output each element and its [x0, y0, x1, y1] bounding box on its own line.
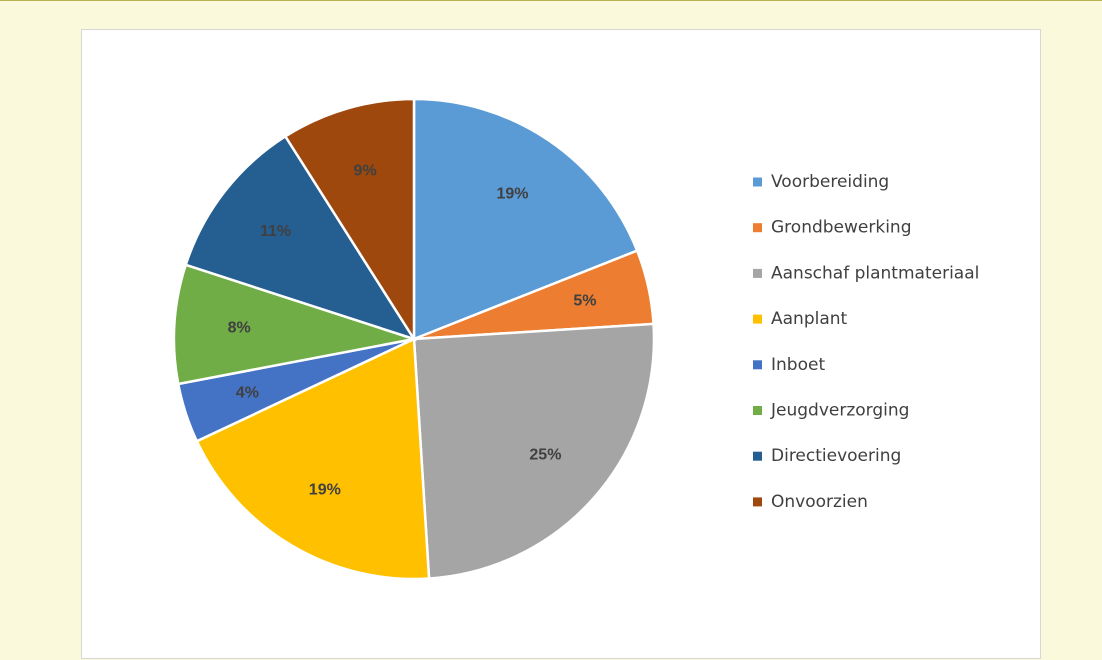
legend-label-jeugdverzorging: Jeugdverzorging	[770, 401, 909, 421]
pie-chart: 19% 5% 25% 19% 4% 8% 11% 9% Voorbereiding Grondb…	[172, 97, 979, 581]
pie-slice-aanplant	[195, 337, 431, 581]
legend-label-aanplant: Aanplant	[771, 309, 848, 329]
legend-swatch-aanplant	[753, 314, 762, 324]
data-label-aanschaf-plantmateriaal: 25%	[529, 446, 561, 463]
chart-legend: Voorbereiding Grondbewerking Aanschaf plan…	[753, 172, 979, 512]
legend-item-grondbewerking: Grondbewerking	[753, 218, 912, 238]
legend-swatch-voorbereiding	[753, 177, 762, 187]
data-label-aanplant: 19%	[309, 481, 341, 498]
data-label-inboet: 4%	[236, 385, 259, 402]
legend-label-aanschaf-plantmateriaal: Aanschaf plantmateriaal	[771, 263, 979, 283]
legend-swatch-aanschaf-plantmateriaal	[753, 268, 762, 278]
pie-slice-onvoorzien	[283, 97, 416, 344]
legend-label-onvoorzien: Onvoorzien	[771, 492, 868, 512]
chart-area: 19% 5% 25% 19% 4% 8% 11% 9% Voorbereiding Grondb…	[81, 29, 1041, 659]
pie-slice-jeugdverzorging	[172, 263, 415, 386]
legend-swatch-grondbewerking	[753, 223, 762, 233]
pie-slice-aanschaf-plantmateriaal	[412, 322, 656, 580]
data-label-jeugdverzorging: 8%	[228, 319, 251, 336]
legend-swatch-inboet	[753, 360, 762, 370]
legend-item-directievoering: Directievoering	[753, 446, 901, 466]
legend-item-aanplant: Aanplant	[753, 309, 848, 329]
legend-swatch-jeugdverzorging	[753, 406, 762, 415]
legend-swatch-directievoering	[753, 451, 762, 461]
data-label-voorbereiding: 19%	[496, 186, 528, 203]
data-label-directievoering: 11%	[260, 223, 291, 240]
legend-swatch-onvoorzien	[753, 497, 762, 507]
legend-item-aanschaf-plantmateriaal: Aanschaf plantmateriaal	[753, 263, 979, 283]
pie-slice-voorbereiding	[412, 97, 639, 341]
pie-data-labels: 19% 5% 25% 19% 4% 8% 11% 9%	[228, 162, 597, 498]
legend-item-jeugdverzorging: Jeugdverzorging	[753, 401, 909, 421]
legend-label-directievoering: Directievoering	[771, 446, 901, 466]
legend-label-grondbewerking: Grondbewerking	[771, 218, 912, 238]
pie-slices	[172, 97, 656, 581]
pie-slice-directievoering	[184, 134, 417, 342]
data-label-grondbewerking: 5%	[573, 292, 596, 309]
legend-label-voorbereiding: Voorbereiding	[771, 172, 889, 192]
legend-label-inboet: Inboet	[771, 355, 825, 375]
data-label-onvoorzien: 9%	[354, 162, 377, 179]
legend-item-voorbereiding: Voorbereiding	[753, 172, 889, 192]
legend-item-inboet: Inboet	[753, 355, 825, 375]
legend-item-onvoorzien: Onvoorzien	[753, 492, 868, 512]
